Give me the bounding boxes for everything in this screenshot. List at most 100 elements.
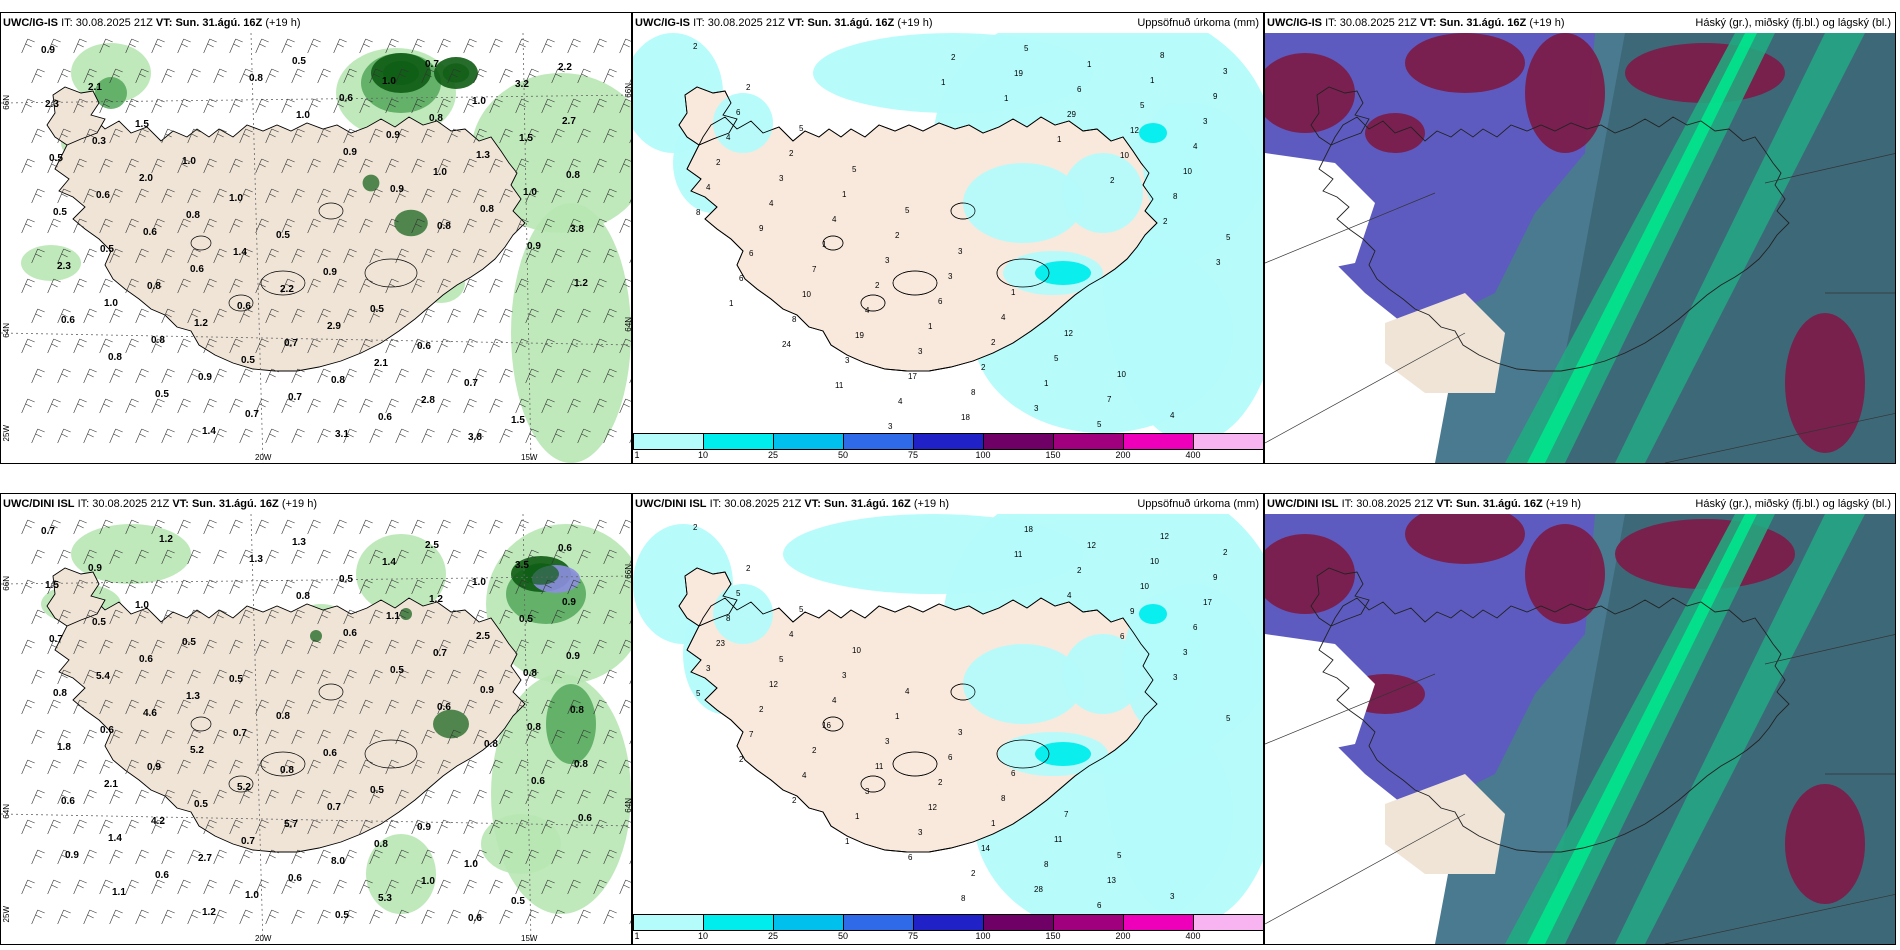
wind-barb-icon xyxy=(135,609,149,625)
wind-barb-icon xyxy=(603,669,617,685)
wind-barb-icon xyxy=(177,579,191,595)
wind-barb-icon xyxy=(603,428,617,444)
legend-swatch xyxy=(773,914,844,931)
wind-barb-icon xyxy=(151,639,165,655)
precip-value: 3 xyxy=(706,664,711,673)
precip-value: 2.5 xyxy=(476,631,490,642)
legend-tick-label: 50 xyxy=(837,931,849,941)
wind-barb-icon xyxy=(31,789,45,805)
wind-barb-icon xyxy=(265,849,279,865)
wind-barb-icon xyxy=(369,368,383,384)
wind-barb-icon xyxy=(291,188,305,204)
wind-barb-icon xyxy=(619,639,631,655)
precip-value: 0.5 xyxy=(370,785,384,796)
wind-barb-icon xyxy=(525,849,539,865)
precip-value: 1.2 xyxy=(574,278,588,289)
wind-barb-icon xyxy=(187,308,201,324)
precip-value: 5 xyxy=(1054,354,1059,363)
wind-barb-icon xyxy=(333,579,347,595)
wind-barb-icon xyxy=(515,158,529,174)
wind-barb-icon xyxy=(525,248,539,264)
wind-barb-icon xyxy=(489,98,503,114)
wind-barb-icon xyxy=(151,218,165,234)
precip-value: 4 xyxy=(802,771,807,780)
precip-value: 3 xyxy=(1223,67,1228,76)
wind-barb-icon xyxy=(525,308,539,324)
wind-barb-icon xyxy=(551,68,565,84)
glacier-outline xyxy=(364,258,418,288)
wind-barb-icon xyxy=(265,128,279,144)
precip-shade xyxy=(310,630,322,642)
wind-barb-icon xyxy=(281,338,295,354)
precip-value: 7 xyxy=(1107,395,1112,404)
wind-barb-icon xyxy=(489,519,503,535)
precip-value: 12 xyxy=(928,803,937,812)
wind-barb-icon xyxy=(99,639,113,655)
wind-barb-icon xyxy=(83,428,97,444)
legend-tick-label: 150 xyxy=(1045,450,1061,460)
precip-value: 11 xyxy=(835,381,844,390)
wind-barb-icon xyxy=(499,308,513,324)
init-time: 30.08.2025 21Z xyxy=(1339,17,1417,29)
wind-barb-icon xyxy=(21,639,35,655)
wind-barb-icon xyxy=(317,729,331,745)
precip-value: 0.9 xyxy=(417,822,431,833)
precip-shade xyxy=(813,33,1093,113)
wind-barb-icon xyxy=(239,609,253,625)
init-time: 30.08.2025 21Z xyxy=(75,17,153,29)
it-label: IT: xyxy=(61,17,73,29)
precip-value: 0.5 xyxy=(49,153,63,164)
wind-barb-icon xyxy=(343,789,357,805)
wind-barb-icon xyxy=(177,639,191,655)
wind-barb-icon xyxy=(187,68,201,84)
precip-value: 5.4 xyxy=(96,671,110,682)
precip-value: 0.7 xyxy=(284,338,298,349)
wind-barb-icon xyxy=(333,639,347,655)
precip-value: 23 xyxy=(716,639,725,648)
wind-barb-icon xyxy=(447,428,461,444)
wind-barb-icon xyxy=(395,308,409,324)
precip-value: 10 xyxy=(802,290,811,299)
wind-barb-icon xyxy=(99,579,113,595)
wind-barb-icon xyxy=(525,789,539,805)
legend-swatch xyxy=(983,914,1054,931)
wind-barb-icon xyxy=(525,68,539,84)
wind-barb-icon xyxy=(421,188,435,204)
wind-barb-icon xyxy=(187,128,201,144)
wind-barb-icon xyxy=(603,789,617,805)
wind-barb-icon xyxy=(577,549,591,565)
cloud-map xyxy=(1265,514,1895,944)
wind-barb-icon xyxy=(603,729,617,745)
wind-barb-icon xyxy=(473,729,487,745)
precip-value: 0.8 xyxy=(276,711,290,722)
wind-barb-icon xyxy=(437,398,451,414)
precip-value: 6 xyxy=(938,297,943,306)
land-area xyxy=(1385,774,1505,874)
wind-barb-icon xyxy=(83,308,97,324)
graticule xyxy=(1,514,631,944)
wind-barb-icon xyxy=(541,879,555,895)
precip-value: 8 xyxy=(696,208,701,217)
precip-value: 0.5 xyxy=(100,244,114,255)
wind-barb-icon xyxy=(31,609,45,625)
wind-barb-icon xyxy=(551,128,565,144)
precip-value: 8.0 xyxy=(331,856,345,867)
precip-value: 5 xyxy=(799,605,804,614)
wind-barb-icon xyxy=(369,849,383,865)
wind-barb-icon xyxy=(541,699,555,715)
glacier-outline xyxy=(860,775,886,793)
wind-barb-icon xyxy=(333,158,347,174)
wind-barb-icon xyxy=(447,669,461,685)
wind-barb-icon xyxy=(421,669,435,685)
precip-value: 0.8 xyxy=(570,705,584,716)
wind-barb-icon xyxy=(317,849,331,865)
precip-value: 19 xyxy=(855,331,864,340)
wind-barb-icon xyxy=(619,338,631,354)
wind-barb-icon xyxy=(291,849,305,865)
wind-barb-icon xyxy=(525,549,539,565)
wind-barb-icon xyxy=(73,398,87,414)
precip-value: 1 xyxy=(1004,94,1009,103)
model-name: UWC/DINI ISL xyxy=(635,498,707,510)
wind-barb-icon xyxy=(135,549,149,565)
wind-barb-icon xyxy=(437,278,451,294)
